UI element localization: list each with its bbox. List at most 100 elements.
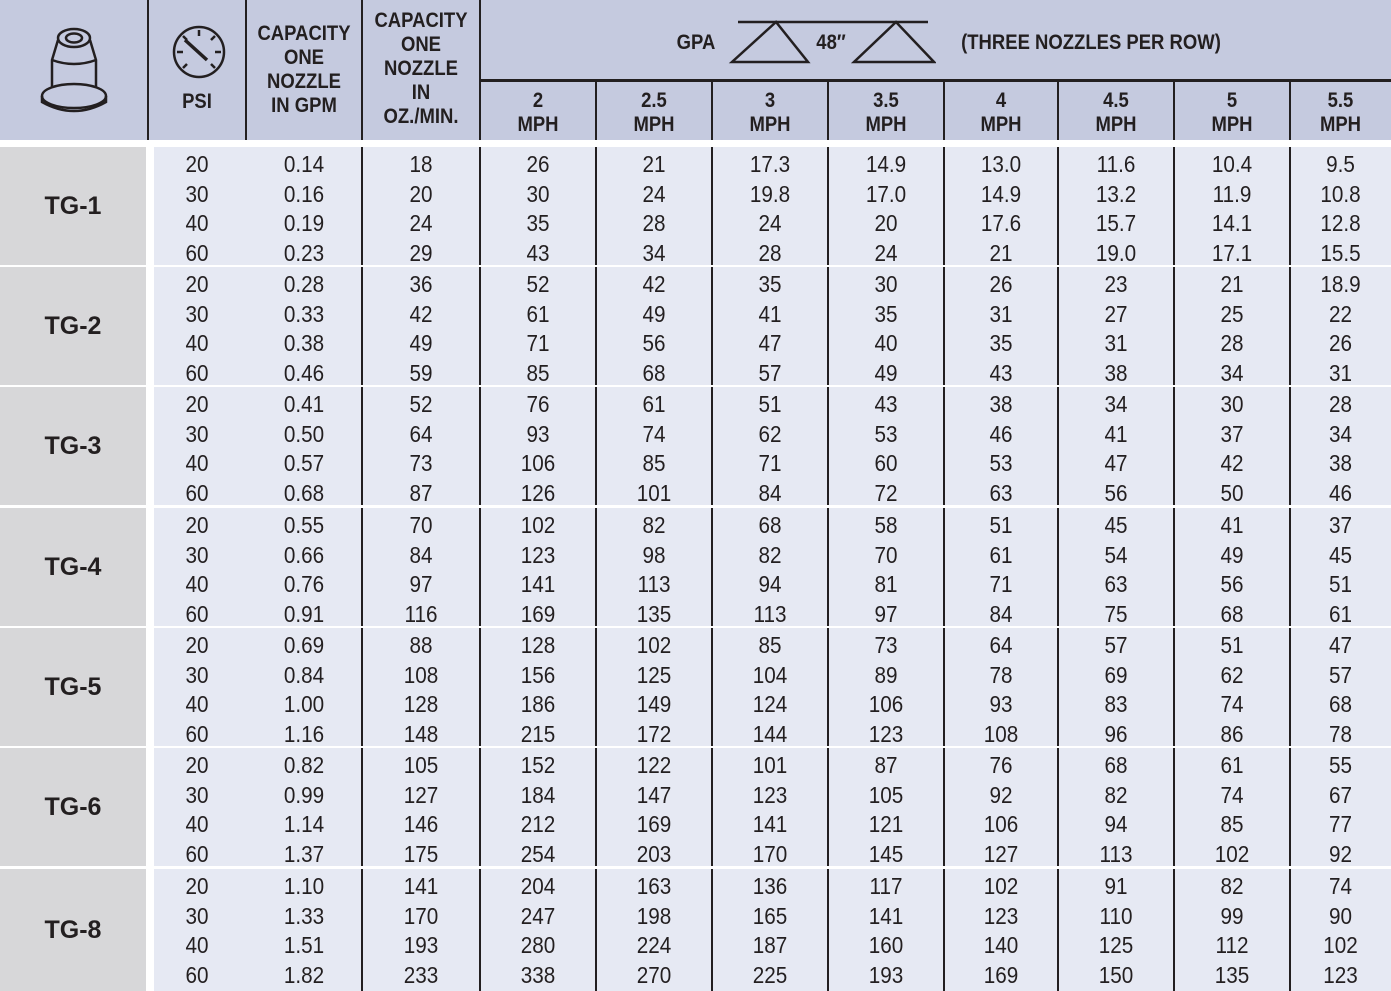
- table-cell: 0.16: [283, 180, 325, 207]
- nozzle-group: TG-1 20 0.14 18 26 21 17.3 14.9 13.0 11.6 10.4 9.5 3…: [0, 147, 1391, 266]
- table-cell: 31: [1328, 359, 1353, 386]
- table-cell: 15.7: [1095, 210, 1137, 236]
- table-cell: 136: [752, 873, 788, 899]
- table-cell: 40: [185, 330, 209, 356]
- speed-unit: MPH: [865, 113, 907, 136]
- speed-value: 2: [532, 89, 544, 112]
- table-cell: 20: [185, 632, 209, 658]
- table-cell: 28: [642, 210, 666, 236]
- table-cell: 62: [758, 420, 782, 447]
- gpa-header: GPA: [676, 31, 716, 54]
- header-line: OZ./MIN.: [383, 105, 459, 128]
- table-cell: 14.9: [980, 180, 1022, 207]
- table-cell: 86: [1220, 720, 1244, 747]
- table-cell: 96: [1104, 720, 1128, 747]
- table-cell: 40: [185, 210, 209, 236]
- table-cell: 1.37: [283, 840, 325, 867]
- table-cell: 46: [989, 420, 1013, 447]
- column-divider: [479, 628, 481, 746]
- table-cell: 10.4: [1211, 151, 1253, 177]
- column-divider: [1057, 748, 1059, 866]
- table-cell: 61: [526, 300, 550, 327]
- table-cell: 77: [1328, 811, 1353, 837]
- table-cell: 64: [989, 632, 1013, 658]
- column-divider: [361, 508, 363, 626]
- table-cell: 184: [520, 781, 556, 808]
- header-line: CAPACITY: [374, 9, 468, 32]
- table-cell: 84: [989, 600, 1013, 627]
- table-cell: 20: [185, 391, 209, 417]
- table-cell: 68: [642, 359, 666, 386]
- table-cell: 47: [1328, 632, 1353, 658]
- column-divider: [595, 508, 597, 626]
- table-cell: 61: [642, 391, 666, 417]
- table-cell: 40: [185, 571, 209, 597]
- speed-header: 3 MPH: [719, 89, 821, 137]
- column-divider: [1289, 508, 1291, 626]
- table-cell: 26: [989, 271, 1013, 297]
- table-cell: 108: [983, 720, 1019, 747]
- table-cell: 20: [185, 151, 209, 177]
- column-divider: [1173, 508, 1175, 626]
- table-cell: 135: [1214, 961, 1250, 988]
- table-cell: 10.8: [1320, 180, 1361, 207]
- nozzle-group: TG-8 20 1.10 141 204 163 136 117 102 91 82 74 30 1.33…: [0, 869, 1391, 991]
- table-cell: 27: [1104, 300, 1128, 327]
- table-cell: 0.41: [283, 391, 325, 417]
- model-label: TG-4: [0, 508, 146, 626]
- table-cell: 97: [409, 571, 433, 597]
- table-cell: 338: [520, 961, 556, 988]
- speed-unit: MPH: [1095, 113, 1137, 136]
- table-cell: 93: [989, 691, 1013, 717]
- table-cell: 9.5: [1326, 151, 1355, 177]
- table-cell: 51: [1328, 571, 1353, 597]
- table-cell: 88: [409, 632, 433, 658]
- table-cell: 49: [409, 330, 433, 356]
- table-cell: 117: [869, 873, 903, 899]
- table-cell: 1.10: [283, 873, 325, 899]
- table-cell: 0.99: [283, 781, 325, 808]
- table-cell: 60: [185, 239, 209, 266]
- table-cell: 141: [752, 811, 788, 837]
- table-cell: 84: [758, 479, 782, 506]
- group-body: [154, 748, 1391, 866]
- table-cell: 11.9: [1212, 180, 1252, 207]
- table-cell: 1.16: [283, 720, 325, 747]
- table-cell: 20: [185, 512, 209, 538]
- table-cell: 24: [409, 210, 433, 236]
- table-cell: 81: [874, 571, 898, 597]
- group-body: [154, 508, 1391, 626]
- table-cell: 26: [1328, 330, 1353, 356]
- table-cell: 11.6: [1096, 151, 1136, 177]
- table-cell: 144: [752, 720, 788, 747]
- table-cell: 0.57: [283, 450, 325, 476]
- table-cell: 1.00: [283, 691, 325, 717]
- table-cell: 75: [1104, 600, 1128, 627]
- table-cell: 63: [989, 479, 1013, 506]
- table-cell: 42: [642, 271, 666, 297]
- group-body: [154, 147, 1391, 265]
- table-cell: 160: [868, 932, 904, 958]
- table-cell: 149: [636, 691, 672, 717]
- column-divider: [1057, 508, 1059, 626]
- table-cell: 105: [403, 752, 439, 778]
- table-cell: 121: [868, 811, 904, 837]
- column-divider: [711, 628, 713, 746]
- table-cell: 97: [874, 600, 898, 627]
- table-cell: 22: [1328, 300, 1353, 327]
- table-cell: 61: [1220, 752, 1244, 778]
- table-cell: 55: [1328, 752, 1353, 778]
- table-cell: 0.19: [283, 210, 325, 236]
- table-cell: 0.76: [283, 571, 325, 597]
- header-line: CAPACITY: [257, 22, 351, 45]
- table-cell: 125: [1098, 932, 1134, 958]
- table-cell: 51: [989, 512, 1013, 538]
- table-cell: 31: [989, 300, 1013, 327]
- column-divider: [361, 748, 363, 866]
- table-cell: 18: [409, 151, 433, 177]
- table-cell: 123: [520, 541, 556, 568]
- table-cell: 43: [874, 391, 898, 417]
- nozzle-group: TG-2 20 0.28 36 52 42 35 30 26 23 21 18.9 30 0.33 42 61…: [0, 267, 1391, 386]
- table-cell: 52: [526, 271, 550, 297]
- column-divider: [1057, 869, 1059, 991]
